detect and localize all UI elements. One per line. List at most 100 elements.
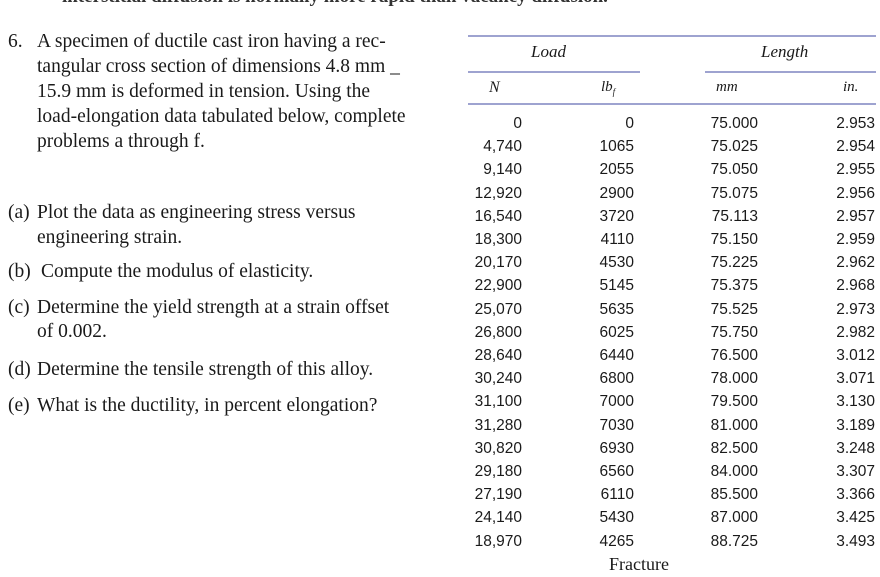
load-lbf-cell: 6110: [600, 486, 634, 504]
length-mm-cell: 78.000: [710, 370, 758, 388]
load-lbf-cell: 1065: [599, 138, 634, 156]
load-n-cell: 20,170: [474, 254, 522, 272]
load-lbf-cell: 6560: [599, 463, 634, 480]
length-mm-cell: 75.000: [710, 115, 758, 132]
length-mm-cell: 75.525: [710, 300, 758, 318]
clipped-previous-text: interstitial diffusion is normally more …: [62, 0, 608, 8]
load-lbf-cell: 6800: [599, 370, 634, 388]
length-mm-cell: 76.500: [710, 347, 758, 364]
part-c-label: (c): [8, 297, 30, 318]
length-in-cell: 3.425: [836, 509, 875, 527]
load-n-cell: 12,920: [474, 184, 522, 202]
load-n-cell: 24,140: [474, 509, 522, 527]
table-top-rule: [468, 35, 876, 37]
length-in-cell: 3.366: [836, 486, 875, 504]
part-a-label: (a): [8, 202, 30, 223]
intro-line: load-elongation data tabulated below, co…: [37, 106, 406, 127]
length-in-cell: 3.012: [836, 347, 875, 364]
length-in-cell: 3.189: [836, 416, 875, 434]
length-in-cell: 2.968: [836, 277, 875, 295]
length-in-cell: 3.248: [836, 439, 875, 457]
length-mm-cell: 84.000: [710, 463, 758, 480]
load-lbf-cell: 7000: [599, 393, 634, 411]
load-n-cell: 27,190: [474, 486, 522, 504]
length-mm-cell: 87.000: [710, 509, 758, 527]
length-mm-cell: 75.750: [710, 323, 758, 341]
length-in-cell: 2.957: [836, 207, 875, 225]
intro-line: problems a through f.: [37, 131, 205, 152]
length-in-cell: 2.973: [836, 300, 875, 318]
length-in-cell: 2.982: [836, 323, 875, 341]
load-n-cell: 31,280: [474, 416, 522, 434]
load-n-cell: 30,240: [474, 370, 522, 388]
header-bottom-rule: [468, 103, 876, 105]
load-n-cell: 4,740: [483, 138, 522, 156]
part-c-text: Determine the yield strength at a strain…: [37, 297, 390, 318]
load-n-cell: 0: [513, 115, 522, 132]
intro-line: A specimen of ductile cast iron having a…: [37, 31, 386, 52]
length-mm-cell: 85.500: [710, 486, 758, 504]
length-rule: [705, 71, 876, 73]
length-in-cell: 3.493: [836, 532, 875, 550]
part-b-text: Compute the modulus of elasticity.: [41, 261, 314, 282]
part-e-label: (e): [8, 395, 30, 416]
part-a-text: engineering strain.: [37, 227, 183, 248]
length-mm-cell: 75.050: [710, 161, 758, 179]
length-in-cell: 2.956: [836, 184, 875, 202]
part-d-text: Determine the tensile strength of this a…: [37, 359, 374, 380]
load-lbf-cell: 6025: [599, 323, 634, 341]
load-lbf-cell: 7030: [599, 416, 634, 434]
in-header: in.: [843, 79, 859, 95]
load-lbf-cell: 5145: [599, 277, 634, 295]
lbf-header: lbf: [601, 79, 616, 97]
length-mm-cell: 88.725: [710, 532, 758, 550]
load-lbf-cell: 2900: [599, 184, 634, 202]
part-d-label: (d): [8, 359, 31, 380]
load-lbf-cell: 2055: [599, 161, 634, 179]
length-mm-cell: 75.225: [710, 254, 758, 272]
load-lbf-cell: 5635: [599, 300, 634, 318]
load-lbf-cell: 6930: [599, 439, 634, 457]
load-lbf-cell: 4530: [599, 254, 634, 272]
intro-line: tangular cross section of dimensions 4.8…: [37, 56, 400, 77]
load-n-cell: 22,900: [474, 277, 522, 295]
length-in-cell: 2.959: [836, 231, 875, 248]
part-e-text: What is the ductility, in percent elonga…: [37, 395, 378, 416]
length-mm-cell: 75.150: [710, 231, 758, 248]
load-n-cell: 25,070: [474, 300, 522, 318]
load-lbf-cell: 0: [625, 115, 634, 132]
length-header: Length: [761, 42, 809, 61]
load-n-cell: 16,540: [474, 207, 522, 225]
length-in-cell: 2.954: [836, 138, 875, 156]
load-n-cell: 18,300: [474, 231, 522, 248]
length-mm-cell: 82.500: [710, 439, 758, 457]
part-a-text: Plot the data as engineering stress vers…: [37, 202, 356, 223]
length-in-cell: 3.130: [836, 393, 875, 411]
load-lbf-cell: 5430: [599, 509, 634, 527]
load-n-cell: 28,640: [474, 347, 522, 364]
length-in-cell: 3.071: [836, 370, 875, 388]
part-b-label: (b): [8, 261, 31, 282]
length-mm-cell: 75.025: [710, 138, 758, 156]
load-n-cell: 30,820: [474, 439, 522, 457]
length-mm-cell: 75.075: [710, 184, 758, 202]
load-n-cell: 9,140: [483, 161, 522, 179]
load-n-cell: 18,970: [474, 532, 522, 550]
problem-number: 6.: [8, 31, 23, 52]
mm-header: mm: [716, 79, 738, 95]
load-lbf-cell: 4265: [599, 532, 634, 550]
length-in-cell: 2.953: [836, 115, 875, 132]
load-lbf-cell: 6440: [599, 347, 634, 364]
part-c-text: of 0.002.: [37, 321, 107, 342]
length-mm-cell: 81.000: [710, 416, 758, 434]
load-n-cell: 26,800: [474, 323, 522, 341]
length-mm-cell: 79.500: [710, 393, 758, 411]
load-lbf-cell: 3720: [599, 207, 634, 225]
length-mm-cell: 75.375: [710, 277, 758, 295]
length-mm-cell: 75.113: [711, 207, 758, 225]
intro-line: 15.9 mm is deformed in tension. Using th…: [37, 81, 371, 102]
load-n-cell: 29,180: [474, 463, 522, 480]
length-in-cell: 2.955: [836, 161, 875, 179]
load-header: Load: [531, 42, 566, 61]
length-in-cell: 2.962: [836, 254, 875, 272]
